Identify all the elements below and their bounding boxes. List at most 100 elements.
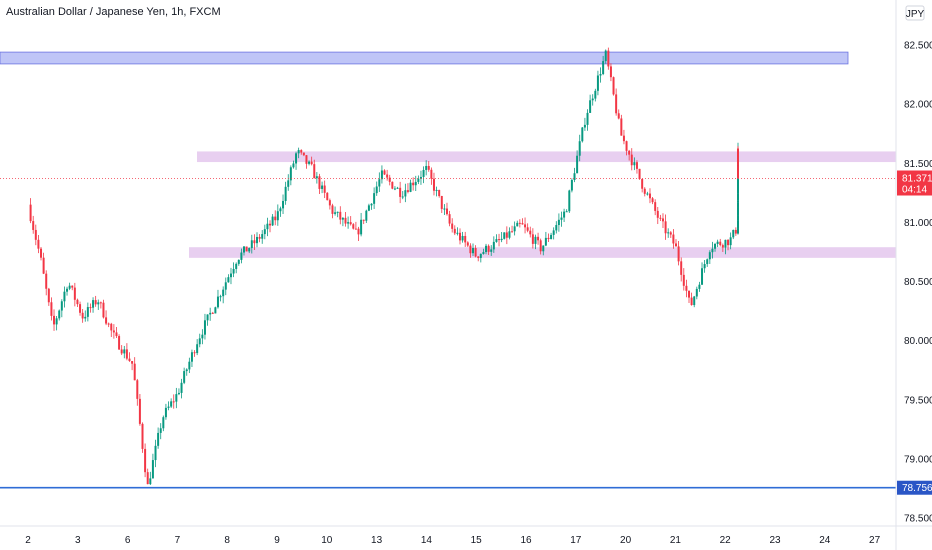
candle-body xyxy=(555,225,558,231)
x-tick-label: 17 xyxy=(570,535,582,546)
candle-body xyxy=(245,246,248,252)
candle-body xyxy=(347,222,350,224)
candle-body xyxy=(596,75,599,91)
candle-body xyxy=(308,161,311,164)
candle-body xyxy=(479,253,482,258)
candle-body xyxy=(417,178,420,182)
x-tick-label: 10 xyxy=(321,535,333,546)
candle-body xyxy=(682,274,685,286)
candle-body xyxy=(370,203,373,206)
candle-body xyxy=(89,307,92,309)
candle-body xyxy=(737,207,739,216)
candle-body xyxy=(328,200,331,206)
currency-button[interactable] xyxy=(905,5,925,21)
candle-body xyxy=(188,361,191,370)
x-tick-label: 22 xyxy=(720,535,732,546)
candle-body xyxy=(375,186,378,194)
candle-body xyxy=(58,310,61,319)
candle-body xyxy=(669,232,672,235)
candle-body xyxy=(563,211,566,218)
y-tick-label: 80.500 xyxy=(904,277,932,288)
candle-body xyxy=(164,407,167,418)
candle-body xyxy=(105,317,108,324)
candle-body xyxy=(201,334,204,339)
candle-body xyxy=(617,113,620,119)
candle-body xyxy=(487,245,490,252)
candle-body xyxy=(688,290,691,298)
candle-body xyxy=(305,155,308,164)
candle-body xyxy=(485,245,488,253)
candle-body xyxy=(432,178,435,191)
candle-body xyxy=(464,235,467,243)
y-tick-label: 82.500 xyxy=(904,41,932,52)
candle-body xyxy=(404,190,407,197)
candle-body xyxy=(578,141,581,156)
candle-body xyxy=(159,428,162,433)
candle-body xyxy=(102,302,105,318)
candle-body xyxy=(474,248,477,257)
candle-body xyxy=(560,217,563,220)
candle-body xyxy=(732,229,735,238)
candle-body xyxy=(737,228,739,234)
candle-body xyxy=(128,358,131,362)
candle-body xyxy=(362,219,365,221)
candle-body xyxy=(193,352,196,354)
target-price-label: 78.756 xyxy=(902,483,932,494)
candle-body xyxy=(29,204,32,222)
candle-body xyxy=(248,248,251,252)
candle-body xyxy=(734,229,737,234)
candle-body xyxy=(698,284,701,289)
candle-body xyxy=(263,229,266,235)
candle-body xyxy=(661,218,664,222)
candle-body xyxy=(620,118,623,136)
candle-body xyxy=(63,291,66,302)
candle-body xyxy=(357,228,360,235)
x-tick-label: 21 xyxy=(670,535,682,546)
candle-body xyxy=(235,263,238,269)
candle-body xyxy=(229,273,232,278)
candle-body xyxy=(383,170,386,175)
candle-body xyxy=(557,219,560,226)
candle-body xyxy=(550,234,553,239)
candle-body xyxy=(388,177,391,182)
candle-body xyxy=(232,268,235,274)
candle-body xyxy=(55,318,58,325)
candle-body xyxy=(323,185,326,193)
candle-body xyxy=(125,349,128,359)
candle-body xyxy=(542,245,545,252)
candle-body xyxy=(594,90,597,99)
y-tick-label: 82.000 xyxy=(904,100,932,111)
candle-body xyxy=(258,236,261,239)
candle-body xyxy=(505,232,508,238)
candle-body xyxy=(237,259,240,264)
candle-body xyxy=(641,179,644,189)
candle-body xyxy=(115,332,118,337)
candle-body xyxy=(284,186,287,201)
candle-body xyxy=(547,237,550,239)
candle-body xyxy=(269,223,272,226)
candle-body xyxy=(50,302,53,316)
candle-body xyxy=(633,162,636,166)
candle-body xyxy=(123,349,126,354)
candle-body xyxy=(537,236,540,241)
candle-body xyxy=(451,223,454,229)
candle-body xyxy=(172,401,175,403)
candle-body xyxy=(292,163,295,168)
candle-body xyxy=(599,74,602,76)
candle-body xyxy=(97,302,100,305)
candle-body xyxy=(47,288,50,303)
candle-body xyxy=(378,179,381,187)
candle-body xyxy=(469,245,472,254)
candle-body xyxy=(354,228,357,230)
candle-body xyxy=(86,307,89,317)
candle-body xyxy=(511,231,514,233)
x-tick-label: 14 xyxy=(421,535,433,546)
candle-body xyxy=(630,154,633,166)
candle-body xyxy=(198,338,201,345)
candle-body xyxy=(373,193,376,204)
candle-body xyxy=(440,196,443,209)
y-tick-label: 81.500 xyxy=(904,159,932,170)
candle-body xyxy=(242,246,245,253)
